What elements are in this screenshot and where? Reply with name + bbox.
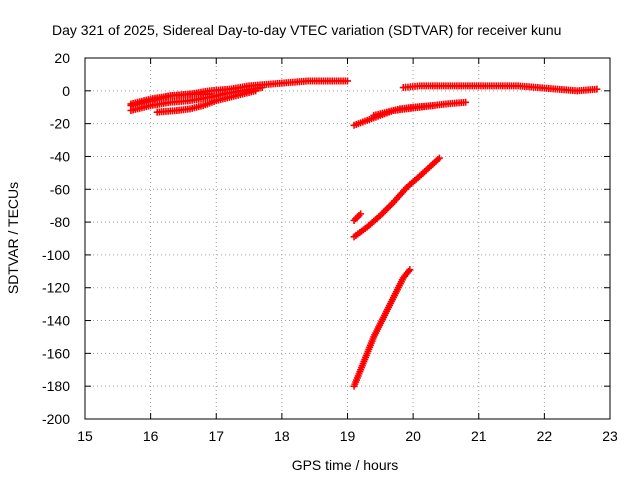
x-axis-label: GPS time / hours bbox=[292, 457, 399, 473]
data-point bbox=[386, 202, 394, 210]
data-series-segment bbox=[350, 266, 414, 390]
data-series-segment bbox=[350, 210, 365, 224]
data-point bbox=[252, 87, 260, 95]
x-tick-label: 21 bbox=[471, 428, 487, 444]
data-point bbox=[406, 266, 414, 274]
x-tick-label: 20 bbox=[405, 428, 421, 444]
data-series-segment bbox=[399, 82, 601, 95]
data-point bbox=[357, 210, 365, 218]
y-tick-label: -200 bbox=[42, 411, 70, 427]
data-point bbox=[353, 213, 361, 221]
y-tick-label: -20 bbox=[50, 116, 70, 132]
x-tick-label: 17 bbox=[208, 428, 224, 444]
data-point bbox=[258, 84, 266, 92]
data-point bbox=[355, 212, 363, 220]
data-point bbox=[344, 77, 351, 85]
grid bbox=[85, 58, 610, 419]
x-tick-label: 15 bbox=[77, 428, 93, 444]
data-point bbox=[206, 90, 214, 98]
y-axis-label: SDTVAR / TECUs bbox=[5, 182, 21, 294]
data-series-segment bbox=[153, 87, 260, 116]
data-point bbox=[429, 102, 437, 110]
data-point bbox=[435, 154, 443, 162]
chart-title: Day 321 of 2025, Sidereal Day-to-day VTE… bbox=[52, 22, 561, 38]
y-tick-label: -60 bbox=[50, 181, 70, 197]
y-tick-label: -40 bbox=[50, 148, 70, 164]
y-tick-label: 20 bbox=[54, 50, 70, 66]
y-tick-label: -140 bbox=[42, 313, 70, 329]
data-marks bbox=[127, 77, 601, 390]
y-tick-label: 0 bbox=[62, 83, 70, 99]
data-point bbox=[380, 208, 388, 216]
y-axis-ticks: 20 0 -20 -40 -60 -80 -100 -120 -140 -160 -180 -200 bbox=[42, 50, 610, 427]
data-point bbox=[593, 85, 601, 93]
data-series-segment bbox=[127, 90, 214, 108]
x-tick-label: 23 bbox=[602, 428, 618, 444]
x-tick-label: 22 bbox=[537, 428, 553, 444]
y-tick-label: -120 bbox=[42, 280, 70, 296]
data-series-segment bbox=[370, 102, 437, 119]
data-point bbox=[381, 207, 389, 215]
data-point bbox=[352, 215, 360, 223]
x-tick-label: 18 bbox=[274, 428, 290, 444]
data-point bbox=[350, 216, 358, 224]
y-tick-label: -160 bbox=[42, 345, 70, 361]
y-tick-label: -180 bbox=[42, 378, 70, 394]
x-tick-label: 19 bbox=[340, 428, 356, 444]
data-point bbox=[383, 205, 391, 213]
y-tick-label: -100 bbox=[42, 247, 70, 263]
data-point bbox=[385, 203, 393, 211]
y-tick-label: -80 bbox=[50, 214, 70, 230]
data-series-segment bbox=[350, 154, 443, 241]
x-axis-ticks: 15 16 17 18 19 20 21 22 23 bbox=[77, 58, 618, 444]
data-point bbox=[462, 98, 470, 106]
data-series-segment bbox=[350, 98, 470, 129]
x-tick-label: 16 bbox=[143, 428, 159, 444]
